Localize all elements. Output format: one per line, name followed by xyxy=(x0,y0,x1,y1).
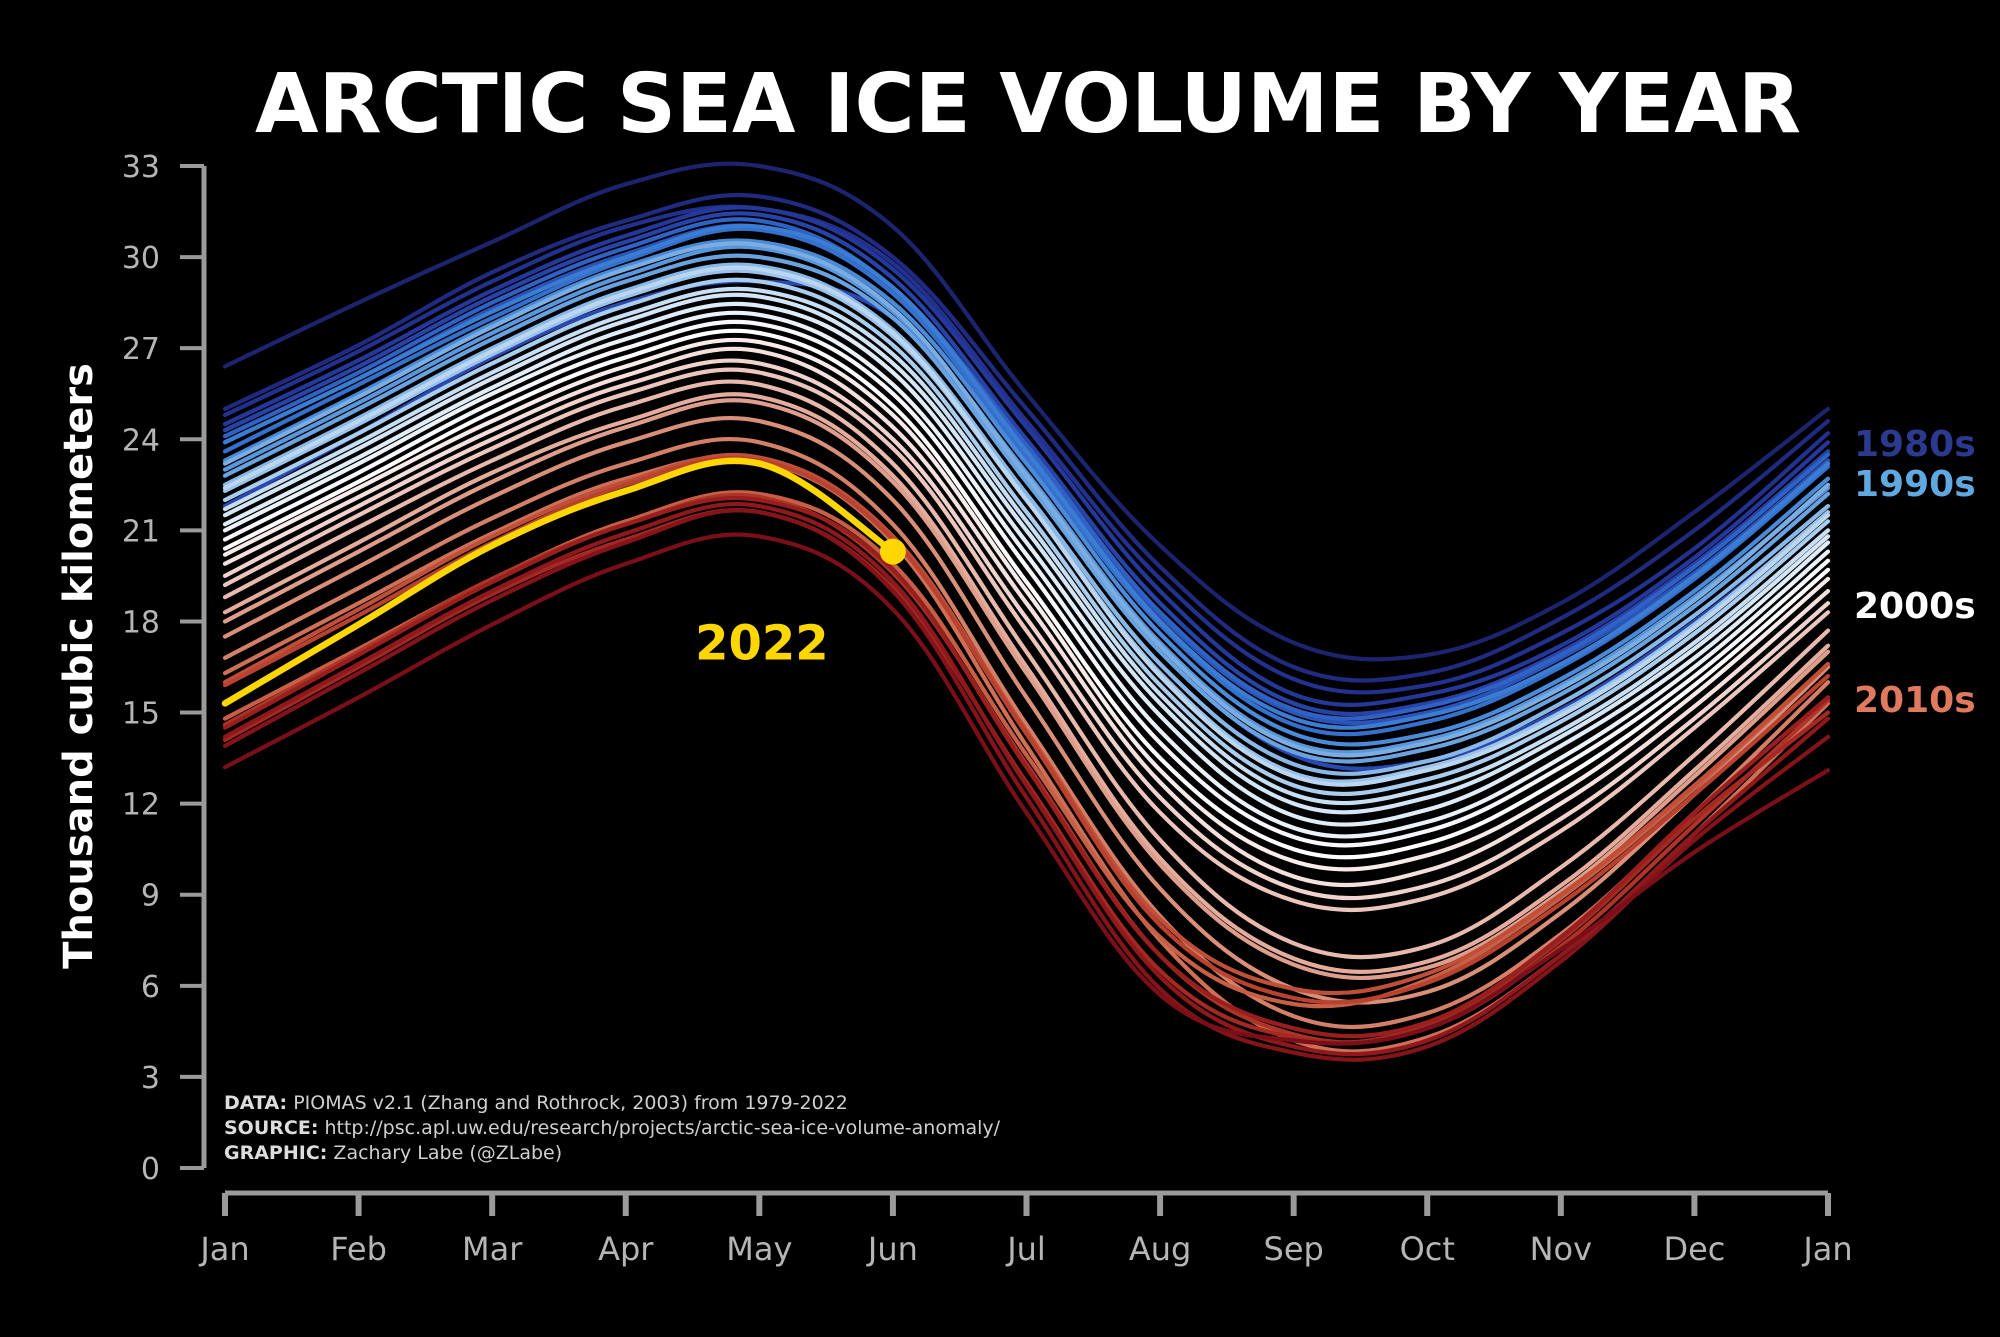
series-line-2000 xyxy=(222,310,1831,839)
series-line-2011 xyxy=(222,437,1831,1030)
series-line-2008 xyxy=(222,392,1831,974)
series-line-1998 xyxy=(222,292,1831,815)
series-line-2006 xyxy=(222,367,1831,913)
x-tick-label: Oct xyxy=(1400,1230,1455,1268)
series-line-2021 xyxy=(222,532,1831,1046)
series-line-1997 xyxy=(222,286,1831,806)
series-line-1982 xyxy=(222,205,1831,707)
axes: 0 3 6 9 12 15 18 21 24 27 30 33 Jan Feb Mar Apr May Jun Ju… xyxy=(122,150,1853,1268)
x-tick-label: Aug xyxy=(1129,1230,1191,1268)
y-tick-label: 18 xyxy=(122,605,160,640)
y-tick-label: 33 xyxy=(122,150,160,185)
series-line-2020 xyxy=(222,508,1831,1062)
x-tick-label: Jul xyxy=(1005,1230,1046,1268)
y-tick-label: 24 xyxy=(122,423,160,458)
series-line-1987 xyxy=(222,223,1831,730)
series-group xyxy=(222,161,1831,1062)
series-line-2005 xyxy=(222,358,1831,901)
credit-data-text: PIOMAS v2.1 (Zhang and Rothrock, 2003) f… xyxy=(293,1092,848,1114)
y-tick-label: 0 xyxy=(141,1152,160,1187)
highlight-endpoint xyxy=(879,538,906,565)
x-tick-label: Dec xyxy=(1663,1230,1725,1268)
highlight-label: 2022 xyxy=(695,616,829,672)
series-line-1986 xyxy=(222,226,1831,737)
series-line-1979 xyxy=(222,161,1831,662)
series-line-2007 xyxy=(222,379,1831,960)
x-tick-label: Jan xyxy=(198,1230,249,1268)
series-line-1992 xyxy=(222,241,1831,758)
y-tick-label: 9 xyxy=(141,879,160,914)
legend-entry-1990s: 1990s xyxy=(1854,464,1976,505)
credit-graphic-line: GRAPHIC: Zachary Labe (@ZLabe) xyxy=(224,1142,562,1164)
y-tick-label: 27 xyxy=(122,332,160,367)
highlight-group: 2022 xyxy=(221,457,906,707)
credit-graphic-label: GRAPHIC: xyxy=(224,1142,327,1164)
series-line-1983 xyxy=(222,211,1831,717)
series-line-2010 xyxy=(222,415,1831,1005)
series-line-1991 xyxy=(222,253,1831,764)
series-line-1996 xyxy=(222,265,1831,787)
x-tick-label: Jan xyxy=(1801,1230,1852,1268)
series-line-2004 xyxy=(222,346,1831,888)
legend-entry-1980s: 1980s xyxy=(1854,424,1976,465)
series-line-2001 xyxy=(222,319,1831,848)
credit-data-label: DATA: xyxy=(224,1092,287,1114)
credits-block: DATA: PIOMAS v2.1 (Zhang and Rothrock, 2… xyxy=(224,1092,1001,1164)
x-tick-label: Jun xyxy=(866,1230,918,1268)
series-line-1989 xyxy=(222,238,1831,747)
series-line-2003 xyxy=(222,337,1831,872)
x-tick-label: Mar xyxy=(462,1230,523,1268)
y-tick-label: 3 xyxy=(141,1061,160,1096)
series-line-2002 xyxy=(222,328,1831,860)
series-line-1993 xyxy=(222,262,1831,776)
y-tick-label: 21 xyxy=(122,514,160,549)
credit-graphic-text: Zachary Labe (@ZLabe) xyxy=(333,1142,562,1164)
legend-entry-2010s: 2010s xyxy=(1854,680,1976,721)
series-line-2019 xyxy=(222,501,1831,1057)
y-tick-label: 6 xyxy=(141,970,160,1005)
series-line-1999 xyxy=(222,301,1831,827)
x-tick-label: Feb xyxy=(330,1230,387,1268)
series-line-2018 xyxy=(222,495,1831,1039)
x-tick-label: Apr xyxy=(598,1230,654,1268)
y-axis-label: Thousand cubic kilometers xyxy=(56,363,102,969)
credit-source-text: http://psc.apl.uw.edu/research/projects/… xyxy=(324,1117,1000,1139)
series-line-1981 xyxy=(222,204,1831,695)
series-line-1985 xyxy=(222,217,1831,721)
credit-source-label: SOURCE: xyxy=(224,1117,318,1139)
credit-source-line: SOURCE: http://psc.apl.uw.edu/research/p… xyxy=(224,1117,1001,1139)
x-tick-label: Nov xyxy=(1530,1230,1592,1268)
series-line-1980 xyxy=(222,192,1831,683)
y-tick-label: 15 xyxy=(122,697,160,732)
chart-title: ARCTIC SEA ICE VOLUME BY YEAR xyxy=(255,57,1801,152)
legend-entry-2000s: 2000s xyxy=(1854,586,1976,627)
y-tick-label: 30 xyxy=(122,241,160,276)
y-tick-label: 12 xyxy=(122,788,160,823)
x-tick-label: Sep xyxy=(1264,1230,1324,1268)
series-line-2009 xyxy=(222,398,1831,981)
series-line-2022 xyxy=(221,457,897,707)
series-line-1995 xyxy=(222,277,1831,797)
x-tick-label: May xyxy=(726,1230,792,1268)
credit-data-line: DATA: PIOMAS v2.1 (Zhang and Rothrock, 2… xyxy=(224,1092,848,1114)
